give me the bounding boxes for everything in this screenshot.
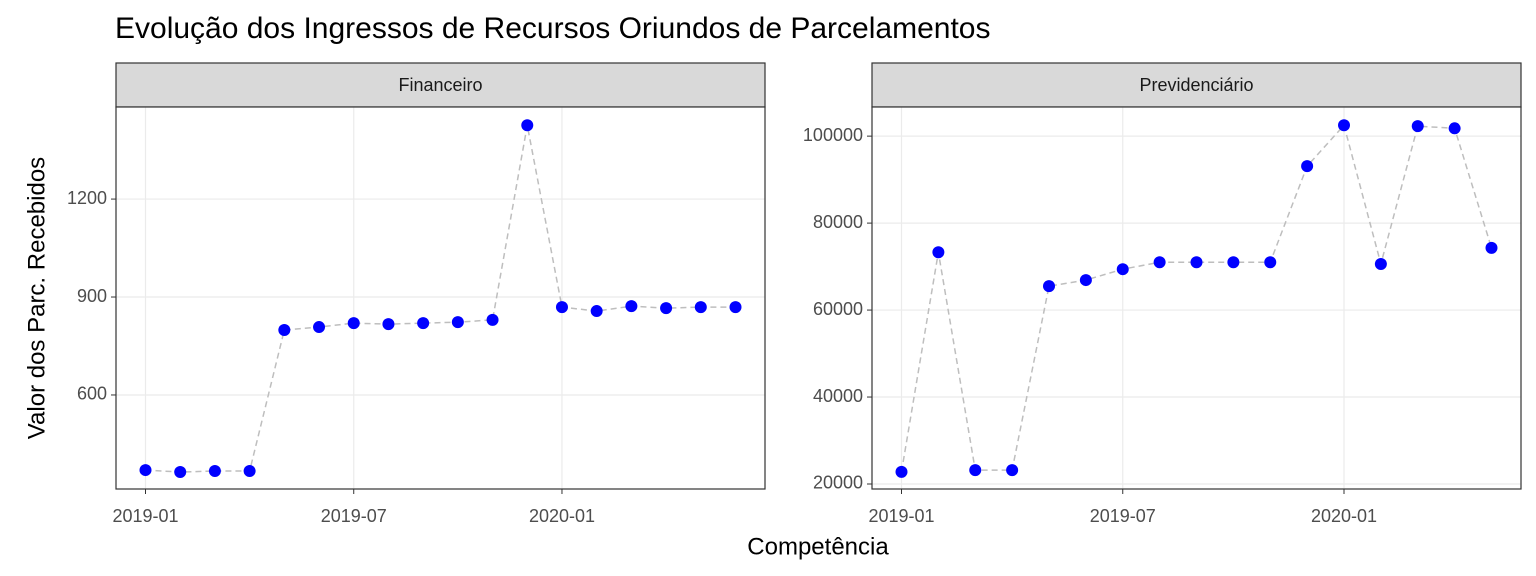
data-point — [1338, 119, 1350, 132]
strip — [871, 62, 1522, 108]
data-point — [1374, 257, 1387, 270]
y-tick-label: 20000 — [813, 473, 863, 493]
data-point — [382, 318, 395, 331]
data-point — [451, 316, 464, 329]
x-tick-label: 2020-01 — [529, 506, 595, 526]
data-point — [555, 301, 568, 314]
data-point — [1264, 256, 1277, 269]
data-point — [729, 301, 742, 314]
data-point — [590, 305, 603, 318]
x-tick-label: 2019-07 — [1090, 506, 1156, 526]
data-point — [660, 302, 673, 315]
panel-border — [871, 106, 1522, 490]
y-axis-title: Valor dos Parc. Recebidos — [23, 157, 50, 439]
y-tick-label: 60000 — [813, 299, 863, 319]
data-point — [1043, 280, 1055, 293]
strip — [115, 62, 766, 108]
data-point — [417, 317, 430, 330]
data-point — [694, 301, 707, 314]
y-tick-label: 900 — [77, 286, 107, 306]
data-point — [243, 465, 256, 478]
data-point — [208, 465, 221, 478]
data-point — [1448, 122, 1461, 135]
data-point — [895, 465, 908, 478]
data-point — [1006, 464, 1019, 477]
data-point — [1301, 160, 1314, 173]
data-point — [1190, 256, 1203, 269]
x-axis-title: Competência — [747, 533, 889, 560]
data-point — [1227, 256, 1240, 269]
data-point — [278, 323, 291, 336]
data-point — [174, 466, 187, 479]
data-point — [969, 464, 982, 477]
panel — [116, 107, 765, 489]
data-point — [1411, 120, 1424, 133]
x-tick-label: 2019-01 — [112, 506, 178, 526]
y-tick-label: 40000 — [813, 386, 863, 406]
data-point — [1116, 263, 1129, 276]
series-line — [900, 123, 1493, 472]
data-point — [1079, 274, 1092, 287]
y-tick-label: 100000 — [803, 125, 863, 145]
panel-border — [115, 106, 766, 490]
data-point — [1153, 256, 1166, 269]
x-tick-label: 2020-01 — [1311, 506, 1377, 526]
chart-title: Evolução dos Ingressos de Recursos Oriun… — [115, 12, 990, 45]
panel — [872, 107, 1521, 489]
y-tick-label: 1200 — [67, 188, 107, 208]
series-line — [145, 125, 736, 473]
x-tick-label: 2019-01 — [868, 506, 934, 526]
data-point — [313, 321, 326, 334]
data-point — [486, 313, 499, 326]
data-point — [139, 464, 152, 477]
y-tick-label: 80000 — [813, 212, 863, 232]
data-point — [347, 317, 360, 330]
facet-label: Financeiro — [398, 75, 482, 95]
data-point — [932, 246, 945, 259]
data-point — [521, 119, 534, 132]
y-tick-label: 600 — [77, 384, 107, 404]
x-tick-label: 2019-07 — [321, 506, 387, 526]
facet-label: Previdenciário — [1139, 75, 1253, 95]
data-point — [625, 300, 638, 313]
data-point — [1485, 241, 1498, 254]
